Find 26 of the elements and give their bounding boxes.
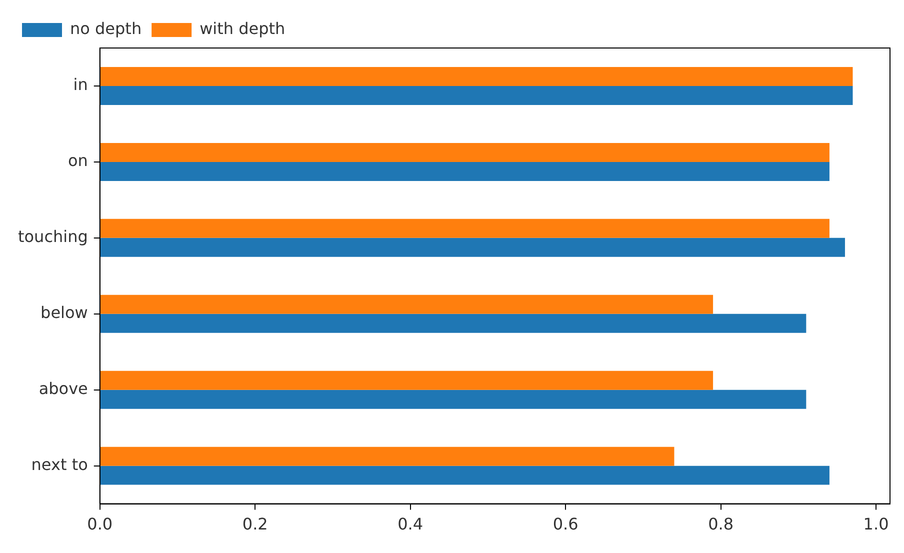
x-tick-label: 0.4 <box>398 514 424 534</box>
y-tick-label: touching <box>18 227 88 246</box>
bar <box>100 370 714 390</box>
bar <box>100 162 830 181</box>
y-tick-label: on <box>68 151 88 170</box>
bar <box>100 66 853 86</box>
y-tick-label: above <box>38 379 88 398</box>
bar <box>100 218 830 238</box>
bar <box>100 86 853 105</box>
x-tick-label: 0.0 <box>87 514 113 534</box>
bar <box>100 294 714 314</box>
bar <box>100 238 845 257</box>
x-tick-label: 0.2 <box>242 514 268 534</box>
bar <box>100 390 806 409</box>
legend-label: with depth <box>200 19 286 38</box>
y-tick-label: in <box>73 75 88 94</box>
legend-label: no depth <box>70 19 142 38</box>
x-tick-label: 1.0 <box>863 514 889 534</box>
x-tick-label: 0.6 <box>552 514 578 534</box>
bar <box>100 446 674 466</box>
bar <box>100 314 806 333</box>
y-tick-label: next to <box>31 454 88 474</box>
bar <box>100 142 830 162</box>
y-tick-label: below <box>40 303 88 322</box>
bar <box>100 466 830 485</box>
x-tick-label: 0.8 <box>708 514 734 534</box>
